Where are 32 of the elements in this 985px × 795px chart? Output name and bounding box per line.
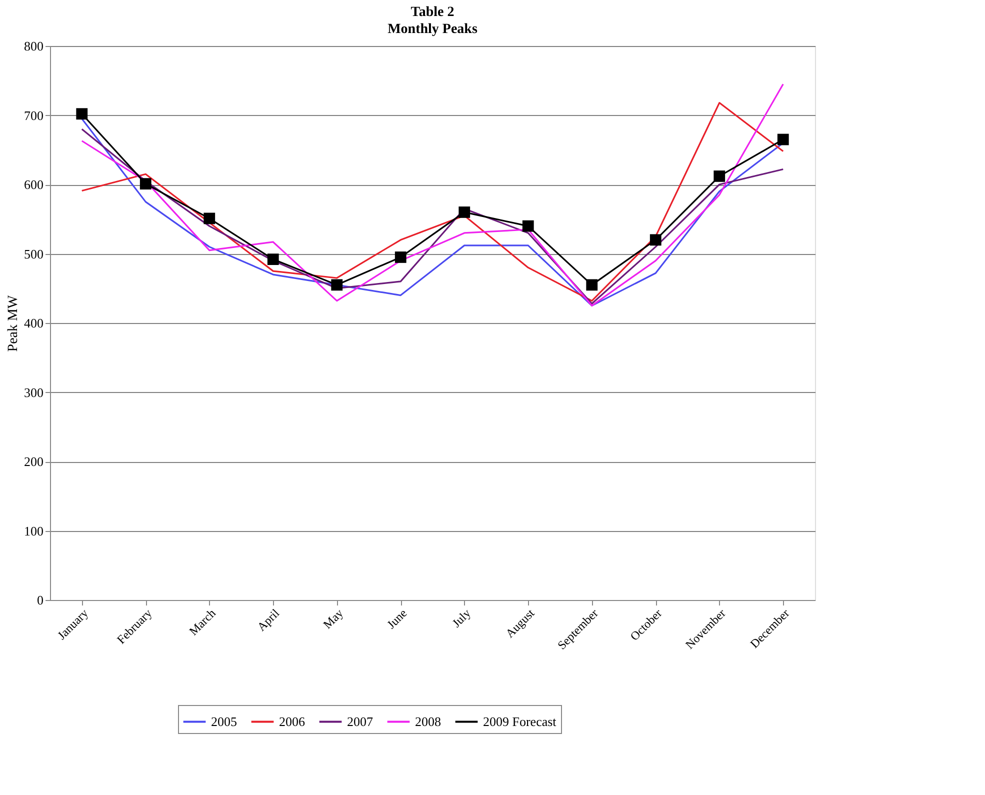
- x-tick-label: July: [449, 606, 474, 630]
- point: [650, 234, 662, 246]
- y-axis-title: Peak MW: [6, 294, 21, 352]
- y-tick-label: 100: [24, 523, 44, 538]
- y-tick-label: 700: [24, 108, 44, 123]
- y-tick-label: 300: [24, 384, 44, 400]
- point: [140, 178, 152, 190]
- chart-subtitle: Monthly Peaks: [388, 22, 478, 37]
- y-tick-label: 200: [24, 454, 44, 469]
- point: [76, 108, 88, 120]
- y-tick-label: 600: [24, 177, 44, 192]
- point: [714, 170, 726, 182]
- point: [777, 134, 789, 146]
- point: [204, 212, 216, 224]
- y-tick-label: 500: [24, 246, 44, 262]
- legend-label: 2009 Forecast: [483, 714, 557, 729]
- point: [458, 206, 470, 218]
- chart-title: Table 2: [410, 5, 454, 20]
- point: [586, 279, 598, 291]
- point: [267, 254, 279, 265]
- y-tick-label: 0: [37, 592, 44, 608]
- legend-label: 2007: [347, 714, 374, 729]
- point: [522, 220, 534, 232]
- y-tick-label: 800: [24, 38, 44, 54]
- point: [331, 279, 343, 291]
- legend-label: 2005: [211, 714, 237, 729]
- x-tick-label: May: [320, 606, 346, 632]
- legend-label: 2006: [279, 714, 306, 729]
- point: [394, 252, 406, 263]
- x-tick-label: June: [384, 606, 410, 632]
- legend-label: 2008: [415, 714, 441, 729]
- y-tick-label: 400: [24, 316, 44, 330]
